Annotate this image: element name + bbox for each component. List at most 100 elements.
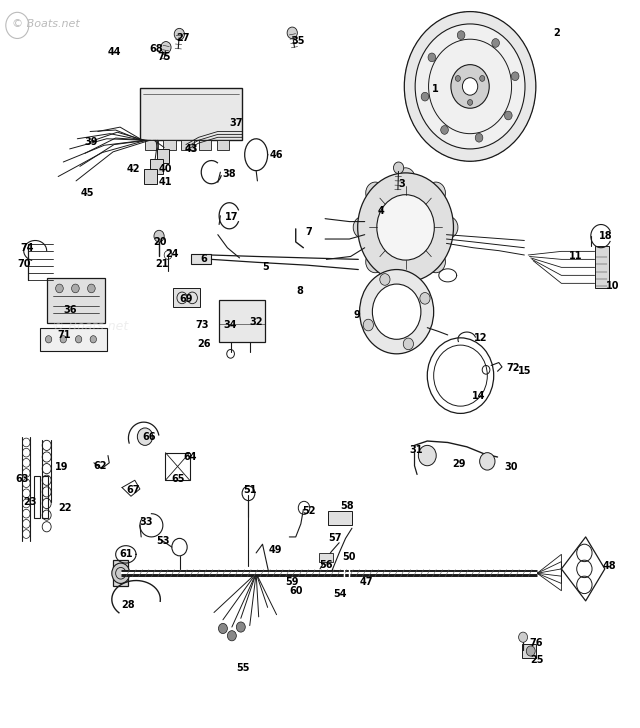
Bar — [40, 328, 108, 351]
Text: 66: 66 — [142, 432, 156, 442]
Polygon shape — [492, 146, 499, 156]
Circle shape — [476, 133, 483, 142]
Polygon shape — [404, 84, 412, 88]
Polygon shape — [405, 69, 413, 74]
Text: 22: 22 — [58, 503, 71, 513]
Text: 45: 45 — [81, 188, 94, 197]
Text: 12: 12 — [474, 333, 488, 343]
Text: 40: 40 — [159, 165, 172, 174]
Text: 15: 15 — [518, 366, 531, 376]
Circle shape — [60, 336, 67, 343]
Polygon shape — [525, 61, 533, 68]
Text: 68: 68 — [150, 44, 163, 54]
Circle shape — [138, 428, 153, 446]
Polygon shape — [508, 135, 515, 143]
Circle shape — [88, 284, 95, 293]
Text: 54: 54 — [333, 589, 347, 598]
Circle shape — [467, 100, 472, 106]
Polygon shape — [481, 151, 485, 160]
Circle shape — [419, 446, 436, 466]
Circle shape — [492, 39, 499, 47]
Bar — [180, 141, 193, 151]
Polygon shape — [520, 118, 528, 125]
Text: 24: 24 — [165, 248, 179, 258]
Polygon shape — [516, 124, 524, 132]
Bar — [157, 149, 170, 164]
Polygon shape — [410, 54, 418, 61]
Polygon shape — [528, 76, 536, 82]
Polygon shape — [416, 41, 424, 49]
Polygon shape — [436, 143, 442, 152]
Bar — [219, 300, 265, 342]
Circle shape — [455, 76, 460, 82]
Polygon shape — [525, 106, 533, 111]
Text: 76: 76 — [529, 638, 543, 648]
Text: 75: 75 — [157, 52, 171, 63]
Circle shape — [72, 284, 79, 293]
Text: 47: 47 — [359, 577, 372, 587]
Polygon shape — [503, 25, 510, 34]
Polygon shape — [498, 20, 504, 30]
Text: 71: 71 — [58, 330, 71, 340]
Circle shape — [479, 453, 495, 470]
Circle shape — [415, 24, 525, 149]
Polygon shape — [436, 20, 442, 30]
Text: 29: 29 — [452, 459, 466, 470]
Polygon shape — [454, 151, 460, 160]
Circle shape — [112, 563, 130, 583]
Polygon shape — [404, 76, 412, 82]
Text: 14: 14 — [472, 391, 485, 401]
Circle shape — [90, 336, 97, 343]
Circle shape — [154, 230, 164, 242]
Polygon shape — [416, 124, 424, 132]
Text: 42: 42 — [127, 165, 140, 174]
Polygon shape — [420, 35, 428, 44]
Text: 72: 72 — [506, 363, 520, 373]
Bar — [113, 560, 129, 586]
Text: 34: 34 — [224, 320, 237, 330]
Text: 60: 60 — [289, 586, 303, 596]
Text: 62: 62 — [93, 461, 107, 471]
Bar — [522, 644, 536, 657]
Circle shape — [396, 265, 415, 287]
Text: 70: 70 — [17, 258, 31, 269]
Text: 43: 43 — [184, 144, 198, 154]
Text: 67: 67 — [127, 486, 140, 496]
Text: 49: 49 — [269, 545, 282, 555]
Polygon shape — [508, 30, 515, 39]
Text: 1: 1 — [431, 84, 438, 95]
Circle shape — [45, 336, 52, 343]
Text: 46: 46 — [270, 150, 284, 159]
Polygon shape — [404, 92, 412, 96]
Circle shape — [396, 168, 415, 189]
Circle shape — [404, 12, 536, 162]
Circle shape — [56, 284, 63, 293]
Circle shape — [428, 53, 436, 62]
Polygon shape — [498, 143, 504, 152]
Bar — [166, 453, 189, 480]
Circle shape — [227, 630, 236, 641]
Text: 19: 19 — [55, 462, 68, 472]
Bar — [173, 288, 200, 307]
Bar — [144, 170, 157, 183]
Polygon shape — [425, 30, 433, 39]
Text: © Boats.net: © Boats.net — [12, 19, 80, 29]
Polygon shape — [448, 149, 454, 158]
Circle shape — [353, 216, 372, 238]
Text: 51: 51 — [243, 486, 257, 496]
Text: 33: 33 — [140, 518, 153, 527]
Text: 6: 6 — [200, 254, 207, 264]
Polygon shape — [520, 47, 528, 55]
Text: 27: 27 — [177, 33, 190, 44]
Text: 23: 23 — [23, 497, 37, 507]
Polygon shape — [430, 25, 437, 34]
Text: 56: 56 — [319, 560, 333, 569]
Polygon shape — [475, 152, 479, 161]
Circle shape — [365, 251, 385, 273]
Bar — [216, 141, 229, 151]
Circle shape — [365, 182, 385, 204]
Polygon shape — [522, 54, 531, 61]
Polygon shape — [486, 15, 492, 24]
Polygon shape — [522, 111, 531, 119]
Polygon shape — [442, 17, 448, 27]
